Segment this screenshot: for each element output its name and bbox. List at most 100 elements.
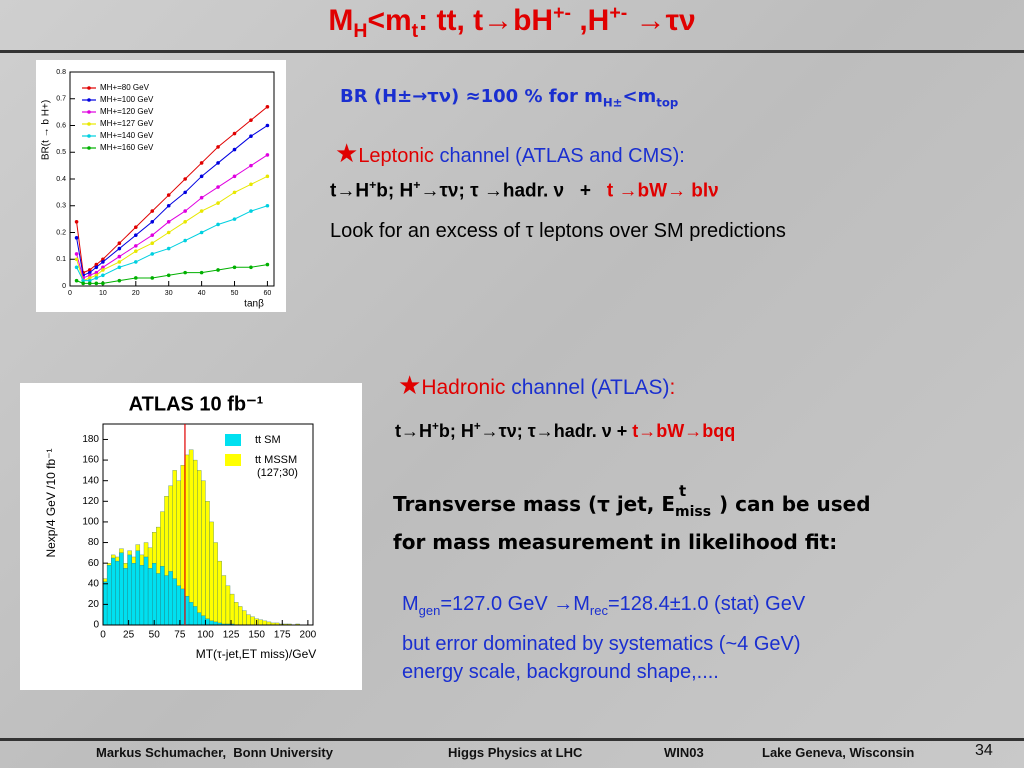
histogram-bar xyxy=(197,470,202,626)
y-tick-label: 120 xyxy=(82,496,99,507)
point xyxy=(199,195,204,200)
point xyxy=(87,268,92,272)
histogram-bar xyxy=(160,566,165,626)
title-part: t xyxy=(411,20,419,42)
point xyxy=(101,265,105,270)
title-part: ,H xyxy=(571,4,610,37)
star: ★ xyxy=(398,370,422,400)
point xyxy=(232,217,237,221)
y-tick-label: 0.7 xyxy=(56,96,66,103)
point xyxy=(74,252,79,256)
point xyxy=(183,209,187,213)
histogram-bar xyxy=(221,575,227,626)
histogram-bar xyxy=(225,585,231,626)
point xyxy=(166,203,171,208)
histogram-bar xyxy=(250,616,255,626)
text: Hadronic xyxy=(421,376,506,399)
text: M xyxy=(402,593,419,615)
x-tick-label: 200 xyxy=(300,630,317,641)
point xyxy=(81,281,85,286)
point xyxy=(249,265,253,270)
leptonic-heading: ★Leptonic channel (ATLAS and CMS): xyxy=(335,138,685,169)
point xyxy=(87,273,92,278)
histogram-bar xyxy=(127,554,132,626)
point xyxy=(166,193,171,197)
y-axis-label: BR(t → b H+) xyxy=(41,100,52,160)
text: →τν; τ →hadr. ν + xyxy=(420,180,607,202)
point xyxy=(81,278,85,283)
histogram-bar xyxy=(106,565,112,626)
point xyxy=(117,241,122,245)
y-tick-label: 180 xyxy=(82,434,99,445)
histogram-bar xyxy=(111,557,116,626)
point xyxy=(249,209,253,213)
y-tick-label: 0.2 xyxy=(56,229,66,236)
text: but error dominated by systematics (~4 G… xyxy=(402,633,801,655)
point xyxy=(134,233,138,237)
point xyxy=(150,241,155,245)
chart-box: ATLAS 10 fb⁻¹ 0 25 50 75 100 125 150 175 200 0 20 40… xyxy=(20,383,362,690)
text: : xyxy=(669,376,676,399)
point xyxy=(183,270,187,275)
histogram-bar xyxy=(156,573,161,626)
title-part: : tt, t→bH xyxy=(418,4,554,37)
annotation: (127;30) xyxy=(257,467,298,479)
chart-title: ATLAS 10 fb⁻¹ xyxy=(129,393,264,415)
point xyxy=(94,262,99,267)
point xyxy=(199,174,204,179)
histogram-bar xyxy=(262,620,268,626)
series-line xyxy=(76,205,268,282)
point xyxy=(150,233,155,237)
point xyxy=(87,276,92,280)
star: ★ xyxy=(335,138,359,168)
legend-marker xyxy=(87,86,91,90)
text: <m xyxy=(622,86,657,107)
point xyxy=(94,270,99,275)
point xyxy=(232,131,237,136)
text: gen xyxy=(418,603,441,618)
x-tick-label: 150 xyxy=(248,630,265,641)
histogram-bar xyxy=(115,560,120,626)
point xyxy=(117,254,122,259)
point xyxy=(87,278,92,283)
point xyxy=(150,252,155,256)
text: rec xyxy=(589,603,608,618)
histogram-bar xyxy=(188,602,194,626)
point xyxy=(117,265,122,270)
histogram-bar xyxy=(217,560,222,626)
y-tick-label: 0.1 xyxy=(56,256,66,263)
point xyxy=(199,161,204,165)
histogram-bar xyxy=(201,615,206,626)
histogram-bar xyxy=(205,501,210,626)
legend-label: MH+=140 GeV xyxy=(100,131,154,140)
point xyxy=(87,281,92,286)
point xyxy=(101,260,105,264)
point xyxy=(117,246,122,251)
title-part: M xyxy=(328,4,354,37)
footer-text: Higgs Physics at LHC xyxy=(448,745,583,760)
point xyxy=(134,225,138,229)
histogram-bar xyxy=(246,614,251,626)
point xyxy=(74,265,79,270)
y-tick-label: 0.6 xyxy=(56,122,66,129)
point xyxy=(265,153,270,157)
y-tick-label: 80 xyxy=(88,537,100,548)
title-rule xyxy=(0,50,1024,53)
point xyxy=(249,118,253,122)
point xyxy=(94,265,99,270)
point xyxy=(216,222,220,227)
x-tick-label: 50 xyxy=(149,630,161,641)
text: + xyxy=(413,178,421,192)
x-tick-label: 30 xyxy=(165,290,173,297)
histogram-bar xyxy=(238,606,243,626)
point xyxy=(232,265,237,270)
legend-label: tt SM xyxy=(255,434,281,446)
text: + xyxy=(369,178,377,192)
histogram-bar xyxy=(192,606,198,626)
legend-label: MH+=160 GeV xyxy=(100,143,154,152)
text: t→bW→bqq xyxy=(632,421,736,441)
histogram-bar xyxy=(168,571,173,626)
point xyxy=(216,268,220,272)
histogram-bar xyxy=(258,619,263,626)
